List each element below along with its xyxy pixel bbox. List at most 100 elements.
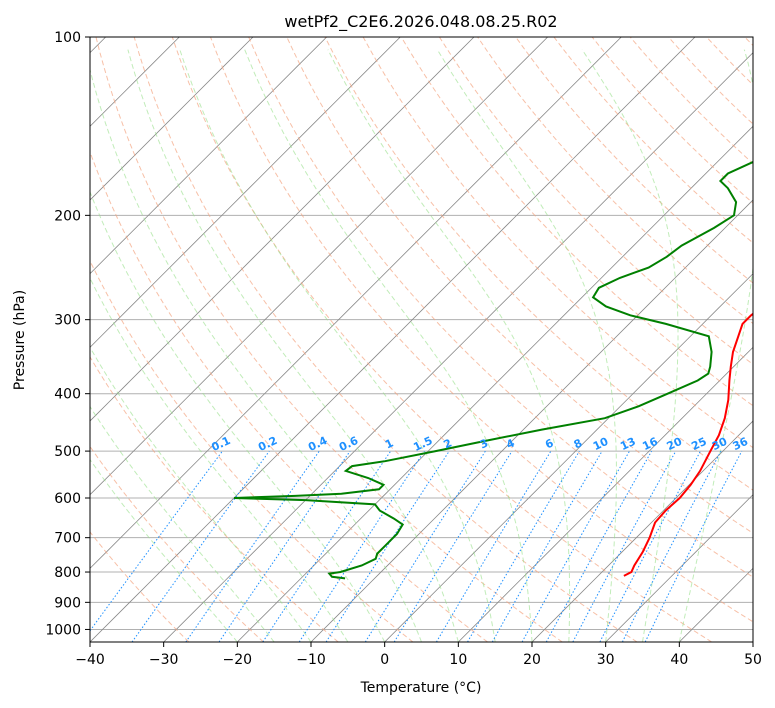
x-tick-label: 50 bbox=[744, 652, 762, 668]
dry-adiabat-line bbox=[553, 37, 753, 244]
mixing-ratio-line bbox=[435, 450, 552, 642]
dry-adiabat-line bbox=[400, 37, 753, 407]
moist-adiabat-line bbox=[179, 49, 496, 642]
dry-adiabat-line bbox=[133, 37, 638, 642]
isotherm-line bbox=[90, 37, 475, 422]
isotherm-line bbox=[384, 273, 753, 642]
x-tick-label: −20 bbox=[223, 652, 253, 668]
dry-adiabat-line bbox=[591, 37, 753, 204]
temperature-profile-line bbox=[623, 312, 753, 577]
dry-adiabat-line bbox=[95, 37, 563, 642]
dry-adiabat-line bbox=[438, 37, 753, 365]
isotherm-line bbox=[90, 37, 401, 348]
x-tick-label: 40 bbox=[670, 652, 688, 668]
mixing-ratio-label: 13 bbox=[618, 435, 637, 453]
grid-layer bbox=[90, 37, 753, 642]
y-tick-label: 1000 bbox=[45, 622, 81, 638]
isotherm-line bbox=[90, 37, 254, 201]
y-tick-label: 500 bbox=[54, 444, 81, 460]
dry-adiabat-line bbox=[706, 37, 753, 86]
moist-adiabat-line bbox=[90, 346, 312, 642]
mixing-ratio-line bbox=[545, 450, 653, 642]
mixing-ratio-label: 16 bbox=[640, 435, 660, 453]
moist-adiabat-line bbox=[436, 49, 617, 642]
x-tick-label: −30 bbox=[149, 652, 179, 668]
dry-adiabat-line bbox=[90, 150, 488, 642]
y-tick-label: 400 bbox=[54, 387, 81, 403]
mixing-ratio-line bbox=[393, 450, 513, 642]
isotherm-line bbox=[752, 641, 753, 642]
chart-title: wetPf2_C2E6.2026.048.08.25.R02 bbox=[284, 12, 557, 32]
dewpoint-profile-line bbox=[233, 160, 753, 580]
isotherm-line bbox=[90, 37, 548, 496]
dry-adiabat-line bbox=[362, 37, 753, 449]
y-tick-label: 300 bbox=[54, 313, 81, 329]
dry-adiabat-line bbox=[248, 37, 753, 578]
x-tick-label: 10 bbox=[449, 652, 467, 668]
mixing-ratio-line bbox=[298, 450, 425, 642]
x-tick-label: 30 bbox=[597, 652, 615, 668]
dry-adiabat-line bbox=[90, 259, 414, 642]
isotherm-line bbox=[237, 125, 753, 642]
dry-adiabat-line bbox=[668, 37, 753, 125]
mixing-ratio-line bbox=[621, 450, 722, 642]
moist-adiabat-line bbox=[90, 277, 349, 642]
mixing-ratio-label: 25 bbox=[689, 435, 708, 453]
mixing-ratio-line bbox=[262, 450, 392, 642]
moist-adiabat-line bbox=[244, 49, 533, 642]
moist-adiabat-line bbox=[90, 458, 238, 642]
isotherm-line bbox=[679, 567, 753, 642]
mixing-ratio-line bbox=[599, 450, 701, 642]
x-tick-label: −10 bbox=[296, 652, 326, 668]
mixing-ratio-label: 10 bbox=[591, 435, 611, 453]
mixing-ratio-label: 20 bbox=[665, 435, 685, 453]
x-axis-label: Temperature (°C) bbox=[360, 680, 482, 696]
dry-adiabat-line bbox=[324, 37, 753, 491]
x-tick-label: 0 bbox=[380, 652, 389, 668]
x-tick-label: 20 bbox=[523, 652, 541, 668]
dry-adiabat-line bbox=[90, 355, 339, 642]
x-tick-label: −40 bbox=[75, 652, 105, 668]
series-layer bbox=[233, 160, 753, 580]
y-tick-label: 700 bbox=[54, 531, 81, 547]
y-tick-label: 800 bbox=[54, 565, 81, 581]
dry-adiabat-line bbox=[90, 445, 264, 642]
mixing-ratio-line bbox=[364, 450, 486, 642]
mixing-ratio-label: 1 bbox=[383, 436, 395, 451]
dry-adiabat-line bbox=[477, 37, 753, 325]
mixing-ratio-label: 36 bbox=[731, 435, 751, 453]
moist-adiabat-line bbox=[678, 49, 753, 642]
y-axis-label: Pressure (hPa) bbox=[12, 290, 28, 390]
mixing-ratio-line bbox=[521, 450, 630, 642]
dry-adiabat-line bbox=[90, 531, 190, 642]
isotherm-line bbox=[90, 37, 696, 642]
mixing-ratio-label: 4 bbox=[504, 436, 517, 451]
moist-adiabat-line bbox=[127, 49, 459, 642]
mixing-ratio-line bbox=[131, 450, 270, 642]
mixing-ratio-line bbox=[572, 450, 677, 642]
y-tick-label: 900 bbox=[54, 595, 81, 611]
isotherm-line bbox=[605, 494, 753, 642]
dry-adiabat-line bbox=[515, 37, 753, 284]
y-tick-label: 200 bbox=[54, 208, 81, 224]
isotherm-line bbox=[90, 37, 327, 275]
mixing-ratio-label: 30 bbox=[710, 435, 730, 453]
dry-adiabat-line bbox=[744, 37, 753, 47]
dry-adiabat-line bbox=[286, 37, 753, 534]
moist-adiabat-line bbox=[90, 405, 275, 642]
mixing-ratio-line bbox=[325, 450, 450, 642]
isotherm-line bbox=[531, 420, 753, 642]
moist-adiabat-line bbox=[581, 49, 679, 642]
mixing-ratio-line bbox=[90, 450, 223, 632]
moist-adiabat-line bbox=[327, 49, 571, 642]
dry-adiabat-line bbox=[210, 37, 753, 623]
moist-adiabat-line bbox=[90, 190, 386, 642]
mixing-ratio-line bbox=[644, 450, 743, 642]
y-tick-label: 600 bbox=[54, 491, 81, 507]
axis-ticks: −40 −30 −20 −10 0 10 20 30 40 50 100 200 300 400 500 60… bbox=[45, 30, 762, 668]
plot-frame bbox=[89, 36, 754, 643]
isotherm-line bbox=[163, 52, 753, 642]
mixing-ratio-line bbox=[218, 450, 351, 642]
y-tick-label: 100 bbox=[54, 30, 81, 46]
